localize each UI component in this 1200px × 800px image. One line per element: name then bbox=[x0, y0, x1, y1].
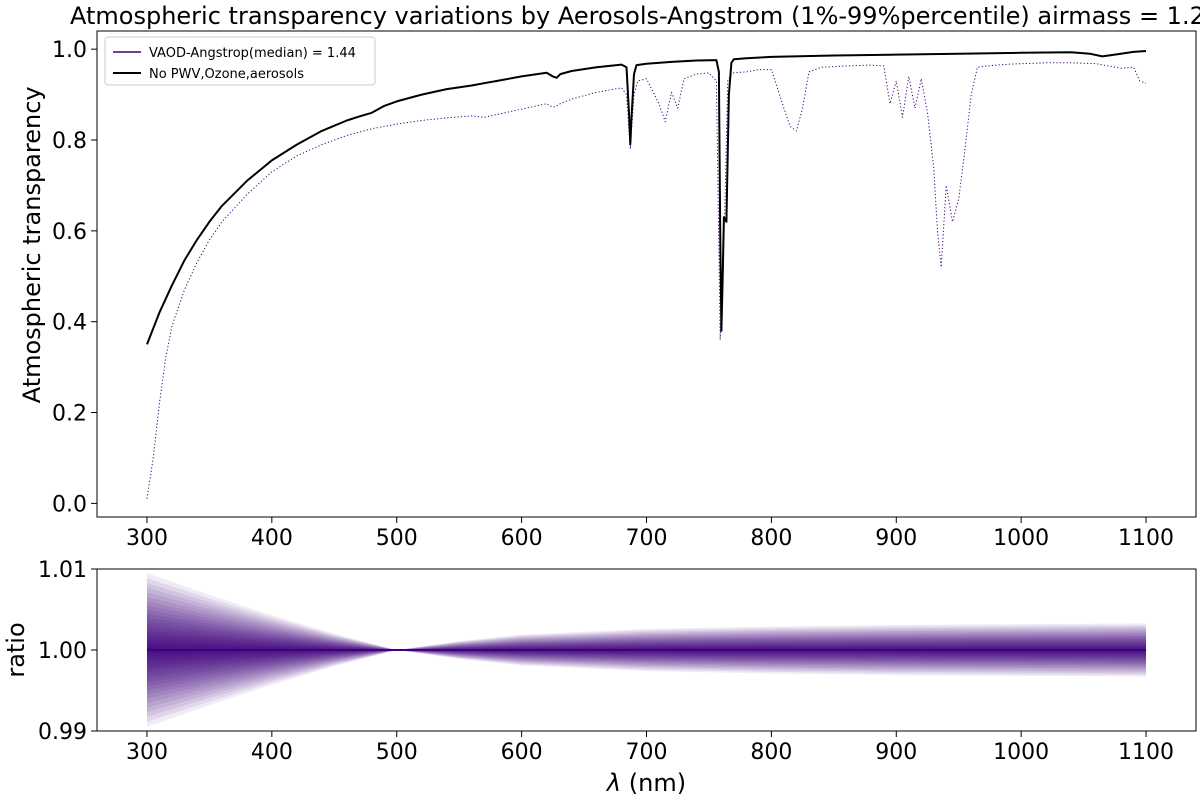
transparency-x-tick-label: 600 bbox=[501, 526, 543, 551]
legend-label: VAOD-Angstrop(median) = 1.44 bbox=[149, 46, 356, 61]
chart-title: Atmospheric transparency variations by A… bbox=[70, 2, 1200, 30]
ratio-x-tick-label: 800 bbox=[750, 740, 792, 765]
ratio-y-tick-label: 0.99 bbox=[38, 720, 87, 745]
legend-label: No PWV,Ozone,aerosols bbox=[149, 67, 304, 82]
transparency-x-tick-label: 500 bbox=[376, 526, 418, 551]
transparency-x-tick-label: 1100 bbox=[1118, 526, 1174, 551]
transparency-y-tick-label: 0.2 bbox=[52, 402, 87, 427]
ratio-x-axis-label: λ (nm) bbox=[605, 769, 686, 797]
ratio-panel: 300 400 500 600 700 800 900 1000 1100 0.99 1.00 1.… bbox=[2, 558, 1197, 797]
ratio-y-tick-label: 1.01 bbox=[38, 558, 87, 583]
x-axis-label-unit: (nm) bbox=[621, 769, 686, 797]
ratio-x-tick-label: 1100 bbox=[1118, 740, 1174, 765]
ratio-x-tick-label: 700 bbox=[626, 740, 668, 765]
transparency-y-tick-label: 0.8 bbox=[52, 129, 87, 154]
legend: VAOD-Angstrop(median) = 1.44 No PWV,Ozone… bbox=[104, 36, 376, 86]
x-axis-label-symbol: λ bbox=[605, 769, 621, 797]
ratio-y-axis-label: ratio bbox=[2, 622, 30, 677]
ratio-x-tick-label: 600 bbox=[501, 740, 543, 765]
ratio-x-ticks: 300 400 500 600 700 800 900 1000 1100 bbox=[126, 731, 1174, 765]
ratio-x-tick-label: 900 bbox=[875, 740, 917, 765]
ratio-x-tick-label: 400 bbox=[251, 740, 293, 765]
transparency-x-tick-label: 800 bbox=[750, 526, 792, 551]
transparency-y-tick-label: 0.0 bbox=[52, 492, 87, 517]
transparency-y-axis-label: Atmospheric transparency bbox=[18, 86, 46, 403]
transparency-y-tick-label: 1.0 bbox=[52, 38, 87, 63]
transparency-x-tick-label: 1000 bbox=[993, 526, 1049, 551]
transparency-y-tick-label: 0.6 bbox=[52, 220, 87, 245]
transparency-plot-area bbox=[146, 50, 1147, 499]
transparency-x-tick-label: 900 bbox=[875, 526, 917, 551]
transparency-y-tick-label: 0.4 bbox=[52, 311, 87, 336]
transparency-x-tick-label: 400 bbox=[251, 526, 293, 551]
legend-box bbox=[104, 36, 376, 86]
ratio-y-ticks: 0.99 1.00 1.01 bbox=[38, 558, 97, 745]
transparency-panel: 300 400 500 600 700 800 900 1000 1100 0.00.20.40… bbox=[18, 30, 1197, 551]
ratio-y-tick-label: 1.00 bbox=[38, 639, 87, 664]
transparency-x-tick-label: 700 bbox=[626, 526, 668, 551]
transparency-x-tick-label: 300 bbox=[126, 526, 168, 551]
transparency-x-ticks: 300 400 500 600 700 800 900 1000 1100 bbox=[126, 517, 1174, 551]
series-line-no-pwv-ozone-aerosols bbox=[146, 50, 1147, 345]
ratio-x-tick-label: 300 bbox=[126, 740, 168, 765]
ratio-x-tick-label: 1000 bbox=[993, 740, 1049, 765]
ratio-plot-area bbox=[146, 573, 1147, 727]
ratio-x-tick-label: 500 bbox=[376, 740, 418, 765]
transparency-y-ticks: 0.0 0.2 0.4 0.6 0.8 1.0 bbox=[52, 38, 97, 517]
series-line-vaod-median bbox=[146, 62, 1147, 499]
